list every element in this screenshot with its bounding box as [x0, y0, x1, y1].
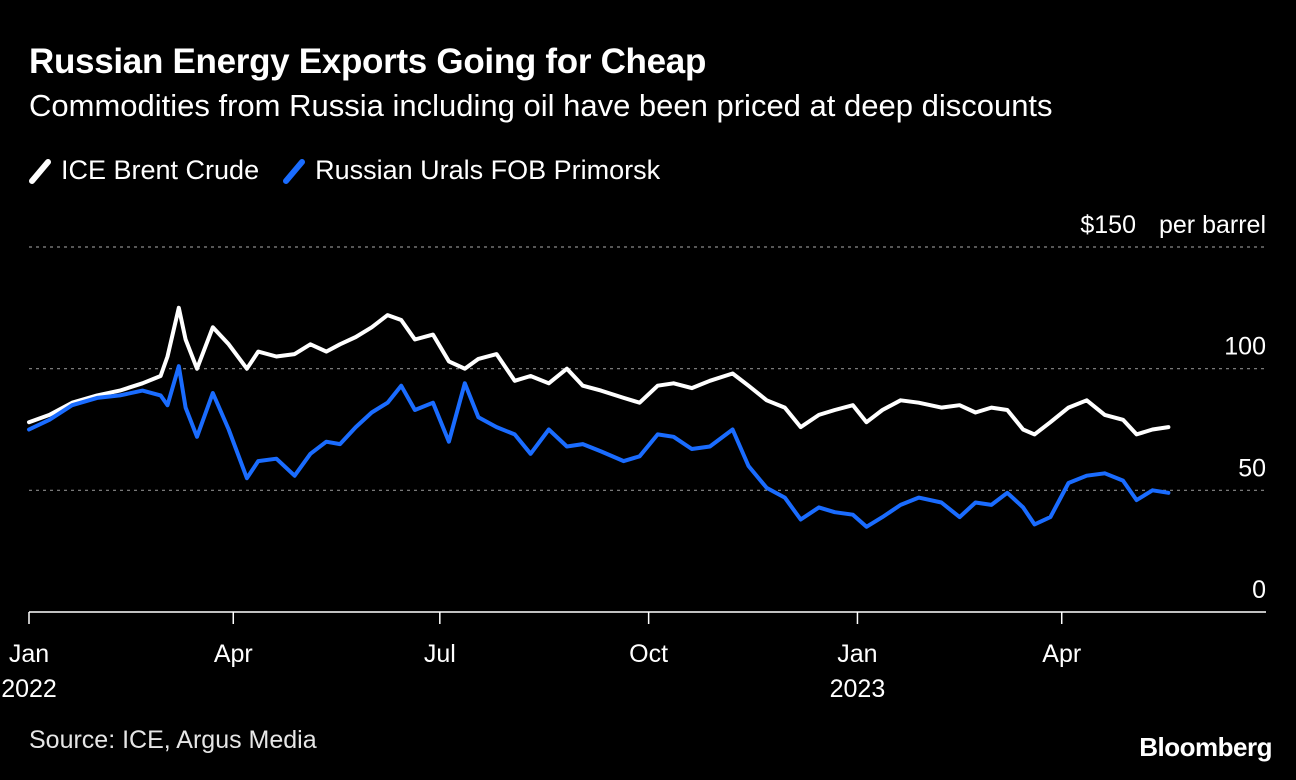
y-tick-label: $150: [1080, 211, 1136, 239]
x-tick-year-label: 2023: [830, 675, 886, 703]
series-lines: [27, 305, 1171, 529]
y-tick-label: 100: [1224, 333, 1266, 361]
bloomberg-logo: Bloomberg: [1139, 732, 1272, 762]
x-tick-year-label: 2022: [1, 675, 57, 703]
series-line-brent: [27, 305, 1171, 437]
source-note: Source: ICE, Argus Media: [29, 726, 317, 754]
x-tick-label: Oct: [629, 640, 668, 668]
y-tick-label: 0: [1252, 576, 1266, 604]
y-axis-labels: $150 per barrel 100 50 0: [1080, 211, 1266, 604]
legend-swatch-brent: [29, 158, 51, 184]
series-line-urals: [27, 364, 1171, 529]
legend-item-urals: Russian Urals FOB Primorsk: [283, 155, 660, 186]
chart-subtitle: Commodities from Russia including oil ha…: [29, 88, 1053, 123]
legend: ICE Brent Crude Russian Urals FOB Primor…: [29, 155, 684, 186]
x-tick-label: Apr: [214, 640, 253, 668]
y-unit-label: per barrel: [1159, 211, 1266, 239]
x-tick-label: Apr: [1042, 640, 1081, 668]
x-axis: Jan 2022 Apr Jul Oct Jan 2023 Apr: [1, 611, 1266, 703]
gridlines: [29, 246, 1266, 491]
x-tick-label: Jul: [424, 640, 456, 668]
legend-label-urals: Russian Urals FOB Primorsk: [315, 155, 661, 185]
y-tick-label: 50: [1238, 454, 1266, 482]
x-tick-label: Jan: [9, 640, 49, 668]
legend-swatch-urals: [283, 158, 306, 184]
chart-title: Russian Energy Exports Going for Cheap: [29, 42, 707, 81]
legend-item-brent: ICE Brent Crude: [29, 155, 259, 186]
x-tick-label: Jan: [837, 640, 877, 668]
legend-label-brent: ICE Brent Crude: [61, 155, 260, 185]
